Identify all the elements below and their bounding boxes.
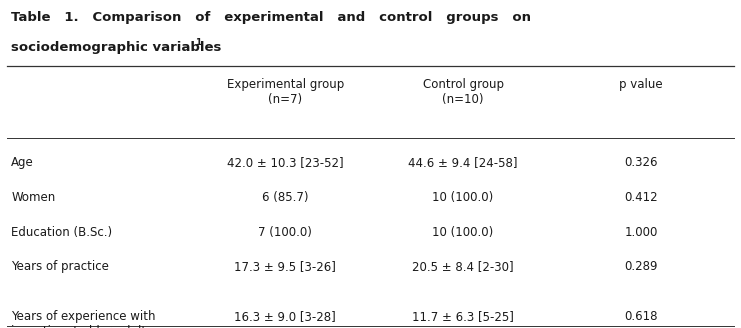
- Text: 10 (100.0): 10 (100.0): [433, 191, 494, 204]
- Text: 44.6 ± 9.4 [24-58]: 44.6 ± 9.4 [24-58]: [408, 156, 518, 169]
- Text: 0.326: 0.326: [624, 156, 658, 169]
- Text: Age: Age: [11, 156, 34, 169]
- Text: 42.0 ± 10.3 [23-52]: 42.0 ± 10.3 [23-52]: [227, 156, 344, 169]
- Text: 17.3 ± 9.5 [3-26]: 17.3 ± 9.5 [3-26]: [234, 260, 336, 274]
- Text: 10 (100.0): 10 (100.0): [433, 226, 494, 239]
- Text: Women: Women: [11, 191, 56, 204]
- Text: Experimental group
(n=7): Experimental group (n=7): [227, 78, 344, 106]
- Text: 0.618: 0.618: [624, 310, 658, 323]
- Text: 7 (100.0): 7 (100.0): [259, 226, 312, 239]
- Text: 6 (85.7): 6 (85.7): [262, 191, 308, 204]
- Text: 0.412: 0.412: [624, 191, 658, 204]
- Text: 0.289: 0.289: [624, 260, 658, 274]
- Text: Control group
(n=10): Control group (n=10): [422, 78, 504, 106]
- Text: 11.7 ± 6.3 [5-25]: 11.7 ± 6.3 [5-25]: [412, 310, 514, 323]
- Text: Years of practice: Years of practice: [11, 260, 109, 274]
- Text: 16.3 ± 9.0 [3-28]: 16.3 ± 9.0 [3-28]: [234, 310, 336, 323]
- Text: Years of experience with
incontinent older adults: Years of experience with incontinent old…: [11, 310, 156, 328]
- Text: 1.000: 1.000: [624, 226, 658, 239]
- Text: Table   1.   Comparison   of   experimental   and   control   groups   on: Table 1. Comparison of experimental and …: [11, 11, 531, 25]
- Text: p value: p value: [619, 78, 662, 91]
- Text: 20.5 ± 8.4 [2-30]: 20.5 ± 8.4 [2-30]: [412, 260, 514, 274]
- Text: Education (B.Sc.): Education (B.Sc.): [11, 226, 112, 239]
- Text: 1: 1: [195, 38, 201, 47]
- Text: sociodemographic variables: sociodemographic variables: [11, 41, 222, 54]
